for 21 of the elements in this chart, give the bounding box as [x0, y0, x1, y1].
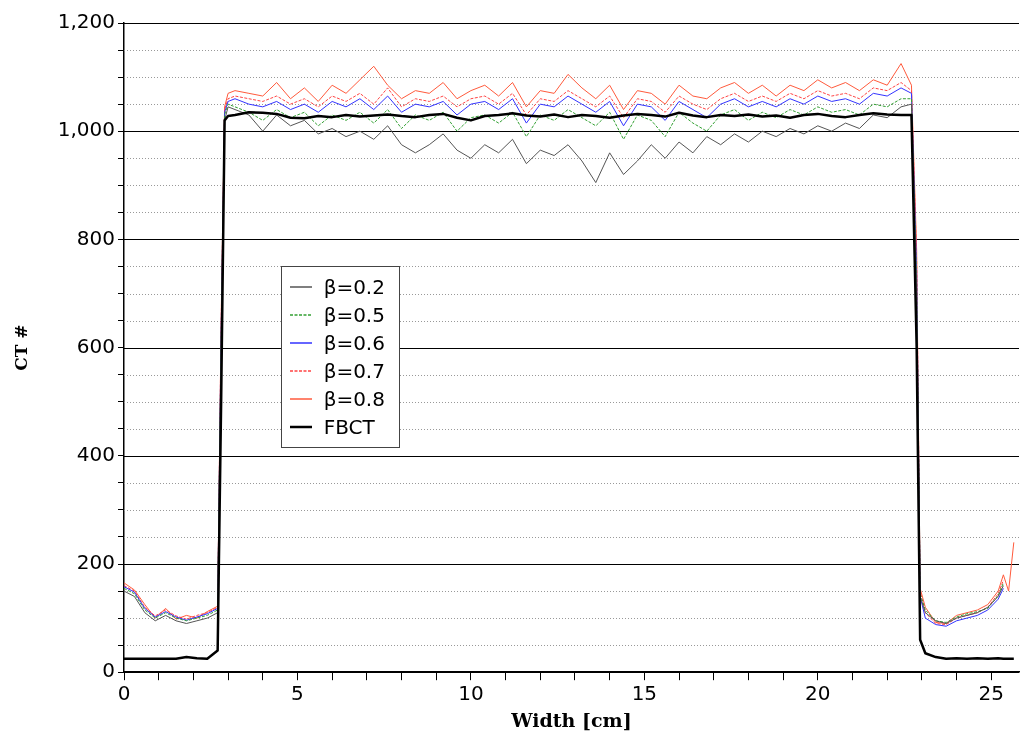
legend-label: β=0.6: [323, 330, 385, 358]
legend-label: β=0.2: [323, 274, 385, 302]
y-tick-label: 1,000: [57, 117, 115, 142]
y-tick-label: 0: [102, 658, 115, 683]
x-tick-label: 20: [805, 681, 831, 706]
y-axis-title: CT #: [10, 324, 31, 371]
y-tick-label: 200: [76, 550, 115, 575]
y-tick-label: 400: [76, 442, 115, 466]
x-tick-label: 25: [978, 681, 1004, 706]
x-axis-title: Width [cm]: [510, 708, 632, 731]
x-tick-label: 10: [458, 681, 484, 706]
y-tick-label: 800: [76, 225, 115, 250]
legend-label: β=0.7: [323, 358, 385, 386]
x-tick-label: 5: [291, 681, 304, 706]
x-tick-label: 15: [631, 681, 658, 706]
y-tick-label: 1,200: [57, 9, 115, 34]
x-tick-label: 0: [117, 681, 131, 706]
legend-label: FBCT: [323, 414, 375, 442]
legend-label: β=0.8: [323, 386, 385, 414]
y-tick-label: 600: [76, 333, 115, 358]
legend-label: β=0.5: [323, 302, 385, 330]
